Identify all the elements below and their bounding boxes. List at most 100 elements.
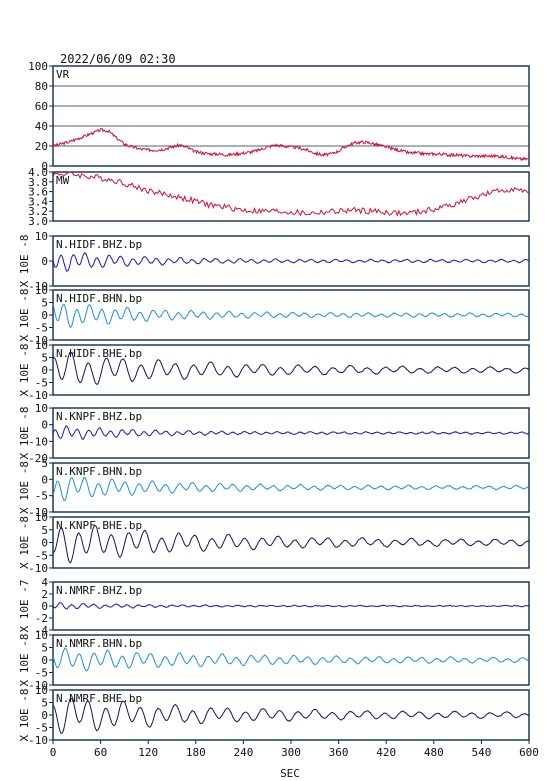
y-tick-label: 3.8 — [28, 176, 48, 189]
x-axis-label: SEC — [280, 767, 300, 780]
panel-label: N.NMRF.BHE.bp — [56, 692, 142, 705]
y-tick-label: 3.4 — [28, 195, 48, 208]
x-tick-label: 0 — [50, 746, 57, 759]
y-axis-label: X 10E -8 — [18, 516, 31, 569]
panel-nmrf_bhz: 420-2-4 N.NMRF.BHZ.bp X 10E -7 — [18, 576, 530, 637]
y-tick-label: 40 — [35, 120, 48, 133]
panel-knpf_bhz: 10 0 -10 -20 N.KNPF.BHZ.bp X 10E -8 — [18, 402, 530, 465]
panel-label: N.KNPF.BHZ.bp — [56, 410, 142, 423]
y-axis-label: X 10E -8 — [18, 634, 31, 687]
y-tick-label: 4 — [41, 576, 48, 589]
y-tick-label: 0 — [41, 255, 48, 268]
y-tick-label: 0 — [41, 473, 48, 486]
y-tick-label: 10 — [35, 230, 48, 243]
y-tick-label: 3.6 — [28, 186, 48, 199]
panel-hidf_bhz: 10 0 -10 N.HIDF.BHZ.bp X 10E -8 — [18, 230, 530, 293]
waveform-trace-nmrf_bhn — [52, 647, 530, 672]
y-tick-label: -10 — [28, 435, 48, 448]
x-tick-label: 120 — [138, 746, 158, 759]
waveform-trace-nmrf_bhe — [52, 697, 530, 734]
y-tick-label: 4.0 — [28, 166, 48, 179]
waveform-trace-hidf_bhe — [52, 351, 530, 386]
y-tick-label: 5 — [41, 352, 48, 365]
x-tick-label: 600 — [519, 746, 539, 759]
panel-label: MW — [56, 174, 70, 187]
y-tick-label: 10 — [35, 511, 48, 524]
waveform-trace-knpf_bhe — [53, 524, 529, 564]
y-tick-label: -4 — [35, 624, 49, 637]
y-tick-label: 80 — [35, 80, 48, 93]
y-tick-label: 0 — [41, 654, 48, 667]
y-tick-label: 0 — [41, 364, 48, 377]
y-tick-label: -10 — [28, 734, 48, 747]
panel-mw: 4.03.83.63.43.23.0 MW — [28, 166, 530, 228]
x-tick-label: 240 — [233, 746, 253, 759]
y-tick-label: 5 — [41, 297, 48, 310]
y-axis-label: X 10E -8 — [18, 461, 31, 514]
y-tick-label: 3.2 — [28, 205, 48, 218]
y-tick-label: 3.0 — [28, 215, 48, 228]
y-axis-label: X 10E -8 — [18, 689, 31, 742]
waveform-trace-mw — [52, 171, 530, 217]
panel-frame — [52, 65, 530, 167]
waveform-trace-hidf_bhn — [52, 303, 530, 329]
y-tick-label: -5 — [35, 322, 48, 335]
y-tick-label: 100 — [28, 60, 48, 73]
panel-label: N.NMRF.BHZ.bp — [56, 584, 142, 597]
x-tick-label: 540 — [471, 746, 491, 759]
y-tick-label: 0 — [41, 600, 48, 613]
y-axis-label: X 10E -8 — [18, 235, 31, 288]
y-tick-label: 5 — [41, 697, 48, 710]
y-tick-label: -10 — [28, 679, 48, 692]
y-tick-label: 0 — [41, 709, 48, 722]
x-tick-label: 480 — [424, 746, 444, 759]
y-axis-label: X 10E -8 — [18, 407, 31, 460]
panel-label: N.HIDF.BHN.bp — [56, 292, 142, 305]
panel-label: N.KNPF.BHN.bp — [56, 465, 142, 478]
y-tick-label: -5 — [35, 490, 48, 503]
panel-label: N.HIDF.BHE.bp — [56, 347, 142, 360]
y-tick-label: -10 — [28, 506, 48, 519]
y-tick-label: 5 — [41, 642, 48, 655]
x-tick-label: 360 — [329, 746, 349, 759]
panel-vr: 100 80 60 40 20 0 VR — [28, 60, 530, 173]
y-tick-label: -10 — [28, 334, 48, 347]
y-axis-label: X 10E -7 — [18, 580, 31, 633]
y-tick-label: -2 — [35, 612, 48, 625]
panel-frame — [52, 462, 530, 513]
panel-frame — [52, 171, 530, 222]
y-tick-label: 10 — [35, 629, 48, 642]
x-axis: 0 60 120 180 240 300 360 420 480 540 600 — [50, 740, 539, 759]
y-tick-label: 5 — [41, 524, 48, 537]
waveform-trace-knpf_bhz — [52, 425, 530, 441]
y-tick-label: -5 — [35, 549, 48, 562]
waveform-trace-nmrf_bhz — [52, 601, 530, 610]
y-tick-label: 5 — [41, 457, 48, 470]
panel-knpf_bhn: 5 0 -5 -10 N.KNPF.BHN.bp X 10E -8 — [18, 457, 530, 519]
waveform-trace-vr — [52, 128, 530, 162]
y-tick-label: 0 — [41, 160, 48, 173]
x-tick-label: 420 — [376, 746, 396, 759]
y-tick-label: -10 — [28, 280, 48, 293]
y-tick-label: 10 — [35, 339, 48, 352]
y-axis-label: X 10E -8 — [18, 344, 31, 397]
y-axis-label: X 10E -8 — [18, 289, 31, 342]
x-tick-label: 300 — [281, 746, 301, 759]
y-tick-label: 20 — [35, 140, 48, 153]
y-tick-label: 10 — [35, 284, 48, 297]
chart-title: 2022/06/09 02:30 — [60, 52, 176, 66]
y-tick-label: 2 — [41, 588, 48, 601]
y-tick-label: -10 — [28, 562, 48, 575]
y-tick-label: -10 — [28, 389, 48, 402]
y-tick-label: 0 — [41, 537, 48, 550]
y-tick-label: 0 — [41, 309, 48, 322]
x-tick-label: 180 — [186, 746, 206, 759]
panel-label: N.HIDF.BHZ.bp — [56, 238, 142, 251]
y-tick-label: -5 — [35, 377, 48, 390]
waveform-panels: 100806040200VR4.03.83.63.43.23.0MW100-10… — [18, 60, 530, 747]
